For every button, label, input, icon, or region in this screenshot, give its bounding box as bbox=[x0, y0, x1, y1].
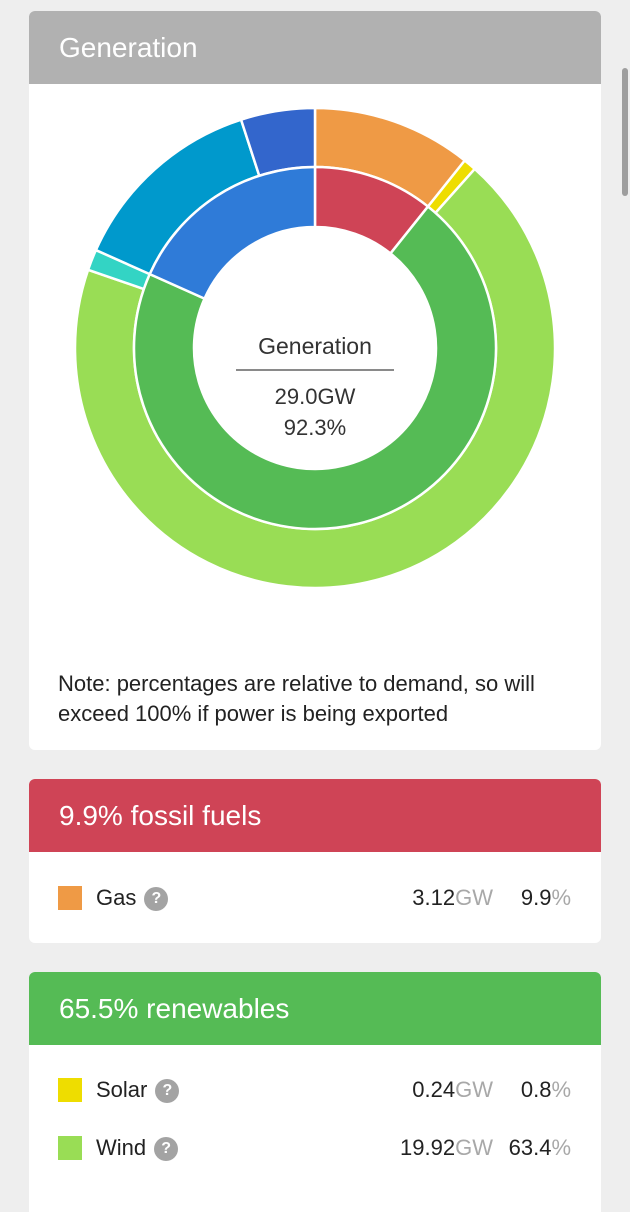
source-pct-solar: 0.8% bbox=[520, 1077, 571, 1102]
donut-center-gw: 29.0GW bbox=[274, 384, 356, 409]
generation-donut-chart bbox=[73, 106, 557, 590]
donut-center-pct: 92.3% bbox=[283, 415, 347, 440]
source-label-solar: Solar? bbox=[96, 1077, 180, 1104]
scrollbar-thumb[interactable] bbox=[622, 68, 628, 196]
solar-color-swatch bbox=[58, 1078, 82, 1102]
source-gw-gas: 3.12GW bbox=[412, 885, 493, 910]
help-icon[interactable]: ? bbox=[154, 1137, 179, 1162]
fossil-fuels-header: 9.9% fossil fuels bbox=[29, 779, 601, 852]
wind-color-swatch bbox=[58, 1136, 82, 1160]
source-gw-solar: 0.24GW bbox=[412, 1077, 493, 1102]
source-row-wind: Wind? 19.92GW 63.4% bbox=[29, 1128, 601, 1168]
source-pct-wind: 63.4% bbox=[508, 1135, 571, 1160]
generation-card: Generation Generation 29.0GW 92.3% Note:… bbox=[29, 11, 601, 750]
source-pct-gas: 9.9% bbox=[520, 885, 571, 910]
fossil-fuels-card: 9.9% fossil fuels Gas? 3.12GW 9.9% bbox=[29, 779, 601, 943]
donut-center-divider bbox=[236, 369, 394, 371]
help-icon[interactable]: ? bbox=[144, 887, 169, 912]
source-gw-wind: 19.92GW bbox=[400, 1135, 493, 1160]
renewables-card: 65.5% renewables Solar? 0.24GW 0.8% Wind… bbox=[29, 972, 601, 1212]
source-label-wind: Wind? bbox=[96, 1135, 179, 1162]
source-label-gas: Gas? bbox=[96, 885, 169, 912]
generation-note: Note: percentages are relative to demand… bbox=[58, 671, 535, 726]
renewables-header: 65.5% renewables bbox=[29, 972, 601, 1045]
inner-slice-renewables[interactable] bbox=[132, 204, 498, 531]
source-row-solar: Solar? 0.24GW 0.8% bbox=[29, 1070, 601, 1110]
generation-header: Generation bbox=[29, 11, 601, 84]
inner-slice-other[interactable] bbox=[148, 165, 317, 301]
help-icon[interactable]: ? bbox=[155, 1079, 180, 1104]
donut-center-title: Generation bbox=[258, 333, 372, 359]
gas-color-swatch bbox=[58, 886, 82, 910]
source-row-gas: Gas? 3.12GW 9.9% bbox=[29, 878, 601, 918]
